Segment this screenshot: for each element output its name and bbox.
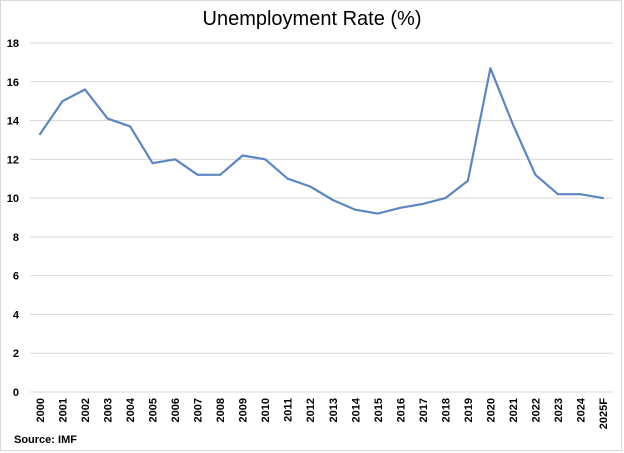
series-line (38, 67, 605, 215)
x-tick-label: 2003 (103, 398, 115, 422)
y-tick-label: 4 (13, 309, 20, 321)
x-tick-label: 2015 (373, 398, 385, 422)
x-tick-label: 2019 (463, 398, 475, 422)
x-tick-label: 2016 (395, 398, 407, 422)
y-tick-label: 16 (7, 77, 19, 89)
x-tick-label: 2023 (553, 398, 565, 422)
y-tick-label: 18 (7, 38, 19, 50)
x-tick-label: 2025F (598, 398, 610, 429)
y-tick-label: 14 (7, 116, 20, 128)
y-tick-label: 12 (7, 154, 19, 166)
x-tick-label: 2004 (125, 397, 137, 422)
x-tick-label: 2006 (170, 398, 182, 422)
x-tick-label: 2018 (440, 398, 452, 422)
x-tick-label: 2005 (148, 398, 160, 422)
y-tick-label: 8 (13, 232, 19, 244)
x-tick-label: 2009 (238, 398, 250, 422)
y-tick-label: 6 (13, 271, 19, 283)
x-tick-label: 2020 (485, 398, 497, 422)
y-tick-label: 0 (13, 387, 19, 399)
x-tick-label: 2011 (283, 398, 295, 422)
y-tick-label: 10 (7, 193, 19, 205)
x-tick-label: 2014 (350, 397, 362, 422)
x-tick-label: 2013 (328, 398, 340, 422)
y-tick-label: 2 (13, 348, 19, 360)
x-tick-label: 2001 (58, 398, 70, 422)
x-tick-label: 2022 (530, 398, 542, 422)
x-tick-label: 2000 (35, 398, 47, 422)
x-tick-label: 2008 (215, 398, 227, 422)
x-tick-label: 2002 (80, 398, 92, 422)
x-tick-label: 2007 (193, 398, 205, 422)
chart-title: Unemployment Rate (%) (202, 8, 422, 30)
x-tick-label: 2010 (260, 398, 272, 422)
source-note: Source: IMF (14, 434, 77, 446)
x-tick-label: 2017 (418, 398, 430, 422)
x-tick-label: 2012 (305, 398, 317, 422)
x-tick-label: 2021 (508, 398, 520, 422)
x-tick-label: 2024 (575, 397, 587, 422)
